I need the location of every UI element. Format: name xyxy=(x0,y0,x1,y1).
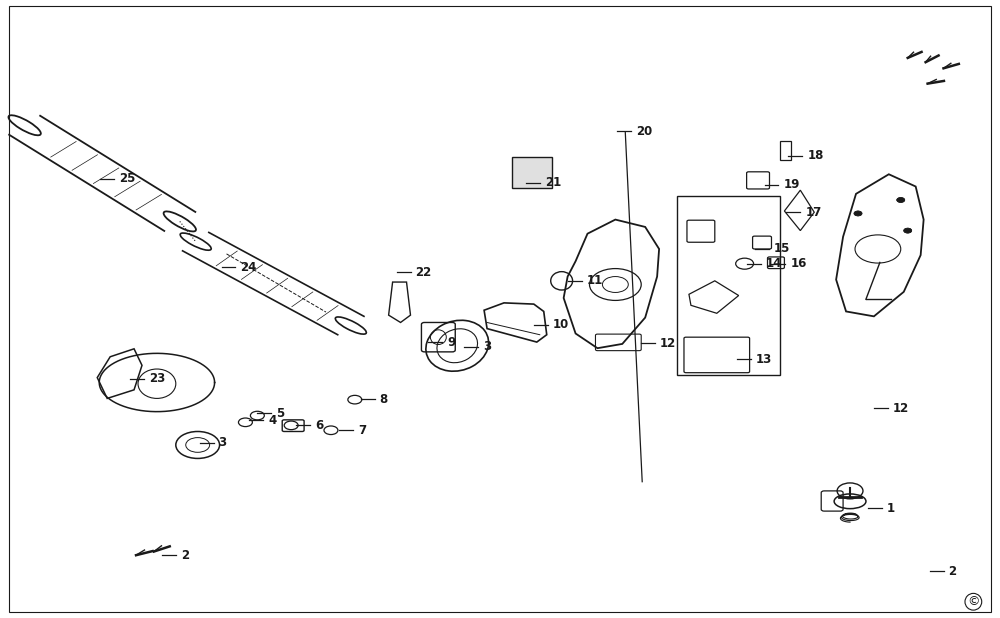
Text: 25: 25 xyxy=(119,172,136,185)
Text: 9: 9 xyxy=(447,336,456,349)
Text: 7: 7 xyxy=(358,424,366,437)
Text: 2: 2 xyxy=(181,549,189,562)
Text: 13: 13 xyxy=(756,353,772,366)
Circle shape xyxy=(897,198,905,203)
Text: 23: 23 xyxy=(149,372,165,385)
Text: 20: 20 xyxy=(636,125,652,138)
Text: 21: 21 xyxy=(545,176,561,189)
Text: 12: 12 xyxy=(660,337,676,350)
Text: 5: 5 xyxy=(276,407,285,420)
Text: 8: 8 xyxy=(380,392,388,405)
Bar xyxy=(512,157,552,188)
Text: 17: 17 xyxy=(805,206,822,219)
Text: 24: 24 xyxy=(240,261,257,274)
Text: 12: 12 xyxy=(893,402,909,415)
Text: 22: 22 xyxy=(415,266,432,279)
Text: 19: 19 xyxy=(783,178,800,191)
Text: 16: 16 xyxy=(790,257,807,270)
Text: 14: 14 xyxy=(766,257,782,270)
Text: 4: 4 xyxy=(268,414,277,427)
Text: 3: 3 xyxy=(483,341,491,353)
Bar xyxy=(677,196,780,375)
Circle shape xyxy=(904,228,912,233)
Circle shape xyxy=(854,211,862,216)
Text: 3: 3 xyxy=(219,436,227,449)
Text: 18: 18 xyxy=(807,150,824,163)
Text: 2: 2 xyxy=(948,565,957,578)
Text: 1: 1 xyxy=(887,502,895,515)
Text: 6: 6 xyxy=(315,419,323,432)
Text: 15: 15 xyxy=(773,242,790,255)
Text: 10: 10 xyxy=(553,318,569,331)
Text: ©: © xyxy=(967,595,980,608)
Text: 11: 11 xyxy=(587,274,603,287)
Bar xyxy=(780,140,791,160)
